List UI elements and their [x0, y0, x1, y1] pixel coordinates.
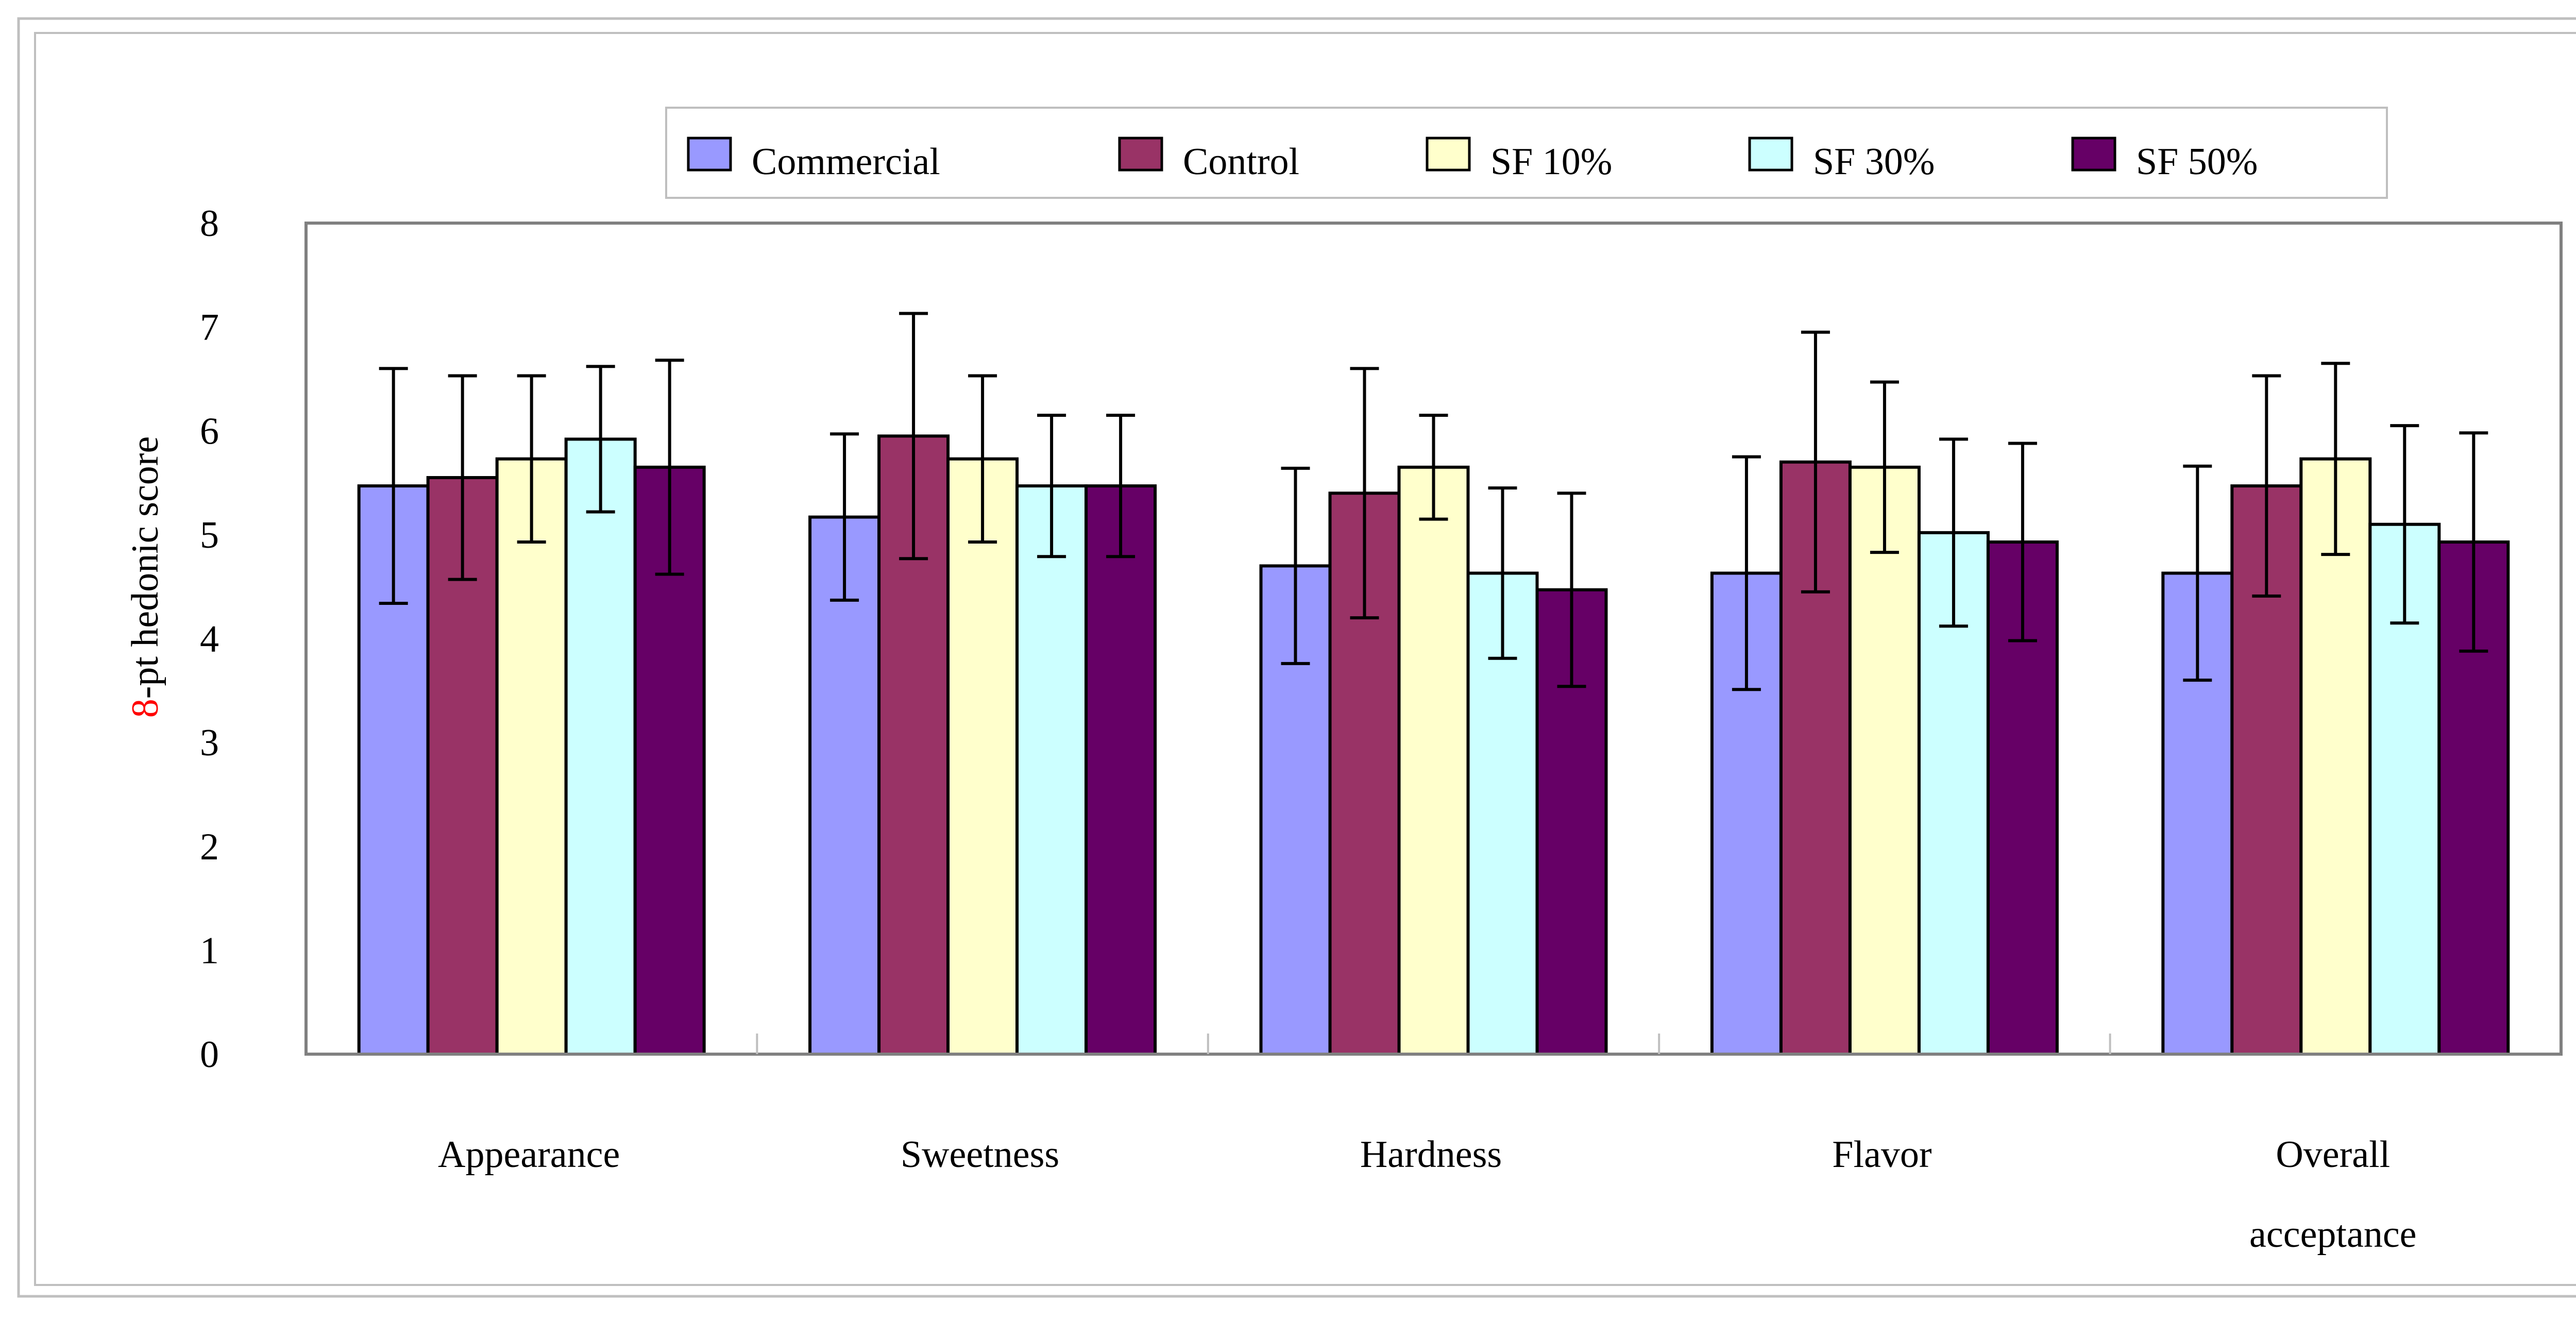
- error-bar: [1106, 414, 1136, 559]
- bar-sf-10--sweetness: [946, 457, 1019, 1056]
- legend-item: Commercial: [687, 137, 940, 183]
- legend-swatch: [1118, 137, 1163, 172]
- x-tick-label: Hardness: [1360, 1133, 1502, 1176]
- y-axis-title: 8-pt hedonic score: [124, 436, 166, 718]
- bar-commercial-sweetness: [808, 515, 881, 1056]
- y-tick-label: 2: [200, 826, 219, 868]
- legend-item: Control: [1118, 137, 1299, 183]
- x-axis-labels: Appearance Sweetness Hardness Flavor Overall…: [438, 1133, 2416, 1256]
- error-bar: [1419, 414, 1448, 521]
- error-bar: [2008, 442, 2037, 642]
- y-tick-label: 3: [200, 722, 219, 764]
- error-bar: [2321, 362, 2350, 556]
- error-bar: [1801, 330, 1830, 594]
- legend-label: SF 50%: [2136, 141, 2258, 183]
- bars: [357, 434, 2510, 1056]
- error-bar: [830, 432, 859, 602]
- legend-swatch: [2071, 137, 2116, 172]
- y-tick-label: 1: [200, 929, 219, 972]
- legend-label: SF 10%: [1490, 141, 1612, 183]
- error-bar: [1037, 414, 1066, 559]
- legend-label: Control: [1183, 141, 1299, 183]
- plot-area-border: [304, 222, 2563, 1056]
- error-bar: [2459, 431, 2488, 653]
- bar-sf-30--sweetness: [1015, 484, 1088, 1056]
- x-tick-label: Sweetness: [901, 1133, 1059, 1176]
- error-bar: [1557, 492, 1586, 688]
- y-axis-ticks: 0 1 2 3 4 5 6 7 8: [200, 202, 219, 1076]
- bar-sf-10--overall-acceptance: [2299, 457, 2372, 1056]
- error-bars: [379, 312, 2488, 691]
- y-tick-label: 6: [200, 410, 219, 452]
- legend-swatch: [687, 137, 732, 172]
- y-tick-label: 8: [200, 202, 219, 245]
- bar-sf-10--hardness: [1397, 465, 1470, 1056]
- error-bar: [379, 367, 408, 605]
- legend-label: SF 30%: [1813, 141, 1935, 183]
- y-axis-title-rest: -pt hedonic score: [124, 436, 166, 699]
- error-bar: [899, 312, 928, 561]
- error-bar: [1281, 466, 1310, 665]
- error-bar: [1488, 486, 1517, 660]
- error-bar: [968, 374, 997, 544]
- legend: Commercial Control SF 10% SF 30% SF 50%: [687, 137, 2258, 183]
- error-bar: [448, 374, 477, 581]
- y-axis-title-accent: 8: [124, 699, 166, 718]
- error-bar: [1732, 455, 1761, 691]
- error-bar: [2252, 374, 2281, 598]
- y-tick-label: 7: [200, 307, 219, 349]
- y-tick-label: 4: [200, 618, 219, 661]
- x-tick-label: Appearance: [438, 1133, 620, 1176]
- figure-outer-frame: [17, 17, 2576, 1298]
- bar-sf-30--appearance: [564, 437, 637, 1056]
- error-bar: [1870, 380, 1899, 554]
- x-tick-label: Overall acceptance: [2249, 1133, 2416, 1256]
- error-bar: [517, 374, 546, 544]
- error-bar: [1939, 437, 1968, 628]
- bar-sf-10--appearance: [495, 457, 568, 1056]
- bar-sf-50--sweetness: [1084, 484, 1157, 1056]
- error-bar: [586, 365, 615, 514]
- legend-swatch: [1748, 137, 1793, 172]
- error-bar: [1350, 367, 1379, 620]
- legend-item: SF 30%: [1748, 137, 1935, 183]
- legend-label: Commercial: [752, 141, 940, 183]
- error-bar: [2390, 424, 2419, 625]
- legend-item: SF 10%: [1426, 137, 1612, 183]
- legend-swatch: [1426, 137, 1471, 172]
- y-tick-label: 0: [200, 1034, 219, 1076]
- legend-item: SF 50%: [2071, 137, 2258, 183]
- bar-sf-10--flavor: [1848, 465, 1921, 1056]
- x-axis-ticks: [756, 1034, 2111, 1054]
- error-bar: [2183, 464, 2212, 682]
- y-tick-label: 5: [200, 514, 219, 556]
- error-bar: [655, 359, 684, 576]
- x-tick-label: Flavor: [1832, 1133, 1931, 1176]
- figure-inner-frame: [34, 32, 2576, 1286]
